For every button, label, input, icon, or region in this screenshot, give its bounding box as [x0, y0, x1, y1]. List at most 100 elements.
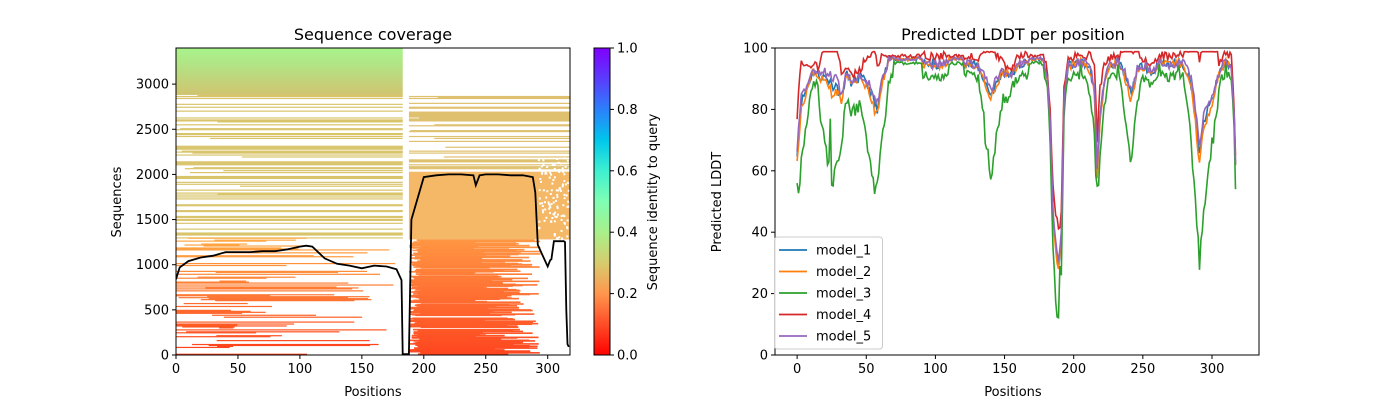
lddt-y-tick-label: 80 [751, 103, 768, 118]
coverage-gap [541, 205, 544, 208]
coverage-gap [552, 197, 555, 200]
lddt-y-tick-label: 100 [743, 42, 768, 57]
coverage-row [415, 314, 502, 317]
coverage-gap [556, 213, 559, 216]
coverage-row [176, 154, 403, 156]
coverage-row [176, 264, 287, 267]
coverage-row [408, 119, 570, 121]
coverage-row [409, 311, 512, 314]
coverage-row [176, 248, 299, 250]
coverage-row [197, 276, 296, 278]
coverage-row [176, 161, 403, 163]
coverage-row [176, 117, 403, 119]
coverage-gap [539, 202, 542, 205]
coverage-row [408, 167, 570, 169]
coverage-gap [560, 218, 563, 221]
coverage-row [216, 335, 282, 337]
coverage-gap [558, 168, 561, 171]
coverage-gap [563, 180, 566, 183]
coverage-row [205, 287, 359, 289]
coverage-gap [548, 207, 551, 210]
coverage-row [217, 193, 403, 195]
coverage-row [176, 177, 403, 180]
coverage-gap [562, 204, 565, 207]
coverage-gap [551, 182, 554, 185]
lddt-x-tick-label: 0 [793, 362, 801, 377]
coverage-gap [553, 176, 556, 179]
coverage-row [180, 128, 403, 130]
coverage-row [176, 256, 354, 258]
coverage-row [176, 309, 231, 311]
coverage-gap [566, 181, 569, 184]
coverage-row [176, 151, 403, 153]
coverage-row [409, 301, 521, 304]
coverage-row [176, 175, 403, 178]
lddt-legend-label: model_5 [816, 330, 871, 345]
coverage-row [416, 239, 535, 242]
coverage-row [408, 131, 570, 133]
coverage-row [176, 233, 403, 235]
lddt-axes-frame [774, 47, 1260, 356]
coverage-row [409, 306, 519, 309]
coverage-row [408, 120, 570, 122]
colorbar-tick-label: 0.2 [617, 287, 638, 302]
coverage-row [176, 286, 337, 288]
coverage-gap [553, 213, 556, 216]
coverage-row [215, 300, 355, 302]
coverage-row [417, 305, 497, 308]
coverage-row [176, 106, 403, 108]
coverage-gap [539, 178, 542, 181]
coverage-row [176, 218, 403, 221]
coverage-row [219, 280, 247, 282]
coverage-row [419, 338, 502, 340]
coverage-x-tick-label: 50 [230, 362, 247, 377]
coverage-row [408, 152, 570, 154]
coverage-row [176, 164, 403, 166]
coverage-row [192, 343, 379, 346]
coverage-gap [551, 217, 554, 220]
coverage-row [176, 277, 267, 279]
coverage-row [408, 113, 570, 115]
coverage-gap [564, 222, 567, 225]
coverage-row [415, 268, 518, 271]
coverage-y-tick-label: 0 [161, 349, 169, 364]
coverage-gap [561, 183, 564, 186]
coverage-gap [538, 197, 541, 200]
lddt-chart: Predicted LDDT per position 0 50 100 150 200… [710, 25, 1260, 400]
coverage-row [176, 336, 271, 338]
coverage-x-tick-label: 150 [349, 362, 374, 377]
coverage-row [176, 183, 403, 185]
coverage-row [176, 216, 403, 219]
lddt-line-model-3 [796, 58, 1237, 319]
coverage-gap [544, 208, 547, 211]
coverage-gap [556, 207, 559, 210]
coverage-row [208, 298, 369, 300]
coverage-gap [549, 206, 552, 209]
coverage-row [176, 353, 308, 355]
coverage-row [176, 311, 266, 313]
coverage-row [186, 331, 340, 333]
coverage-gap [546, 190, 549, 193]
coverage-row [176, 163, 403, 165]
coverage-row [408, 140, 570, 142]
coverage-gap [556, 196, 559, 199]
coverage-row [420, 352, 540, 354]
lddt-legend-box [774, 236, 883, 350]
coverage-block-top [176, 48, 403, 95]
coverage-y-tick-label: 1000 [136, 258, 169, 273]
coverage-gap [553, 163, 556, 166]
coverage-row [176, 288, 353, 290]
coverage-gap [537, 159, 540, 162]
coverage-gap [561, 237, 564, 240]
coverage-gap [566, 159, 569, 162]
colorbar-tick-label: 0.6 [617, 164, 638, 179]
coverage-row [176, 162, 403, 164]
coverage-row [411, 334, 505, 337]
coverage-gap [550, 220, 553, 223]
coverage-row [410, 287, 509, 290]
coverage-row [201, 243, 248, 245]
coverage-gap [558, 236, 561, 239]
coverage-gap [540, 165, 543, 168]
coverage-row [176, 332, 257, 334]
